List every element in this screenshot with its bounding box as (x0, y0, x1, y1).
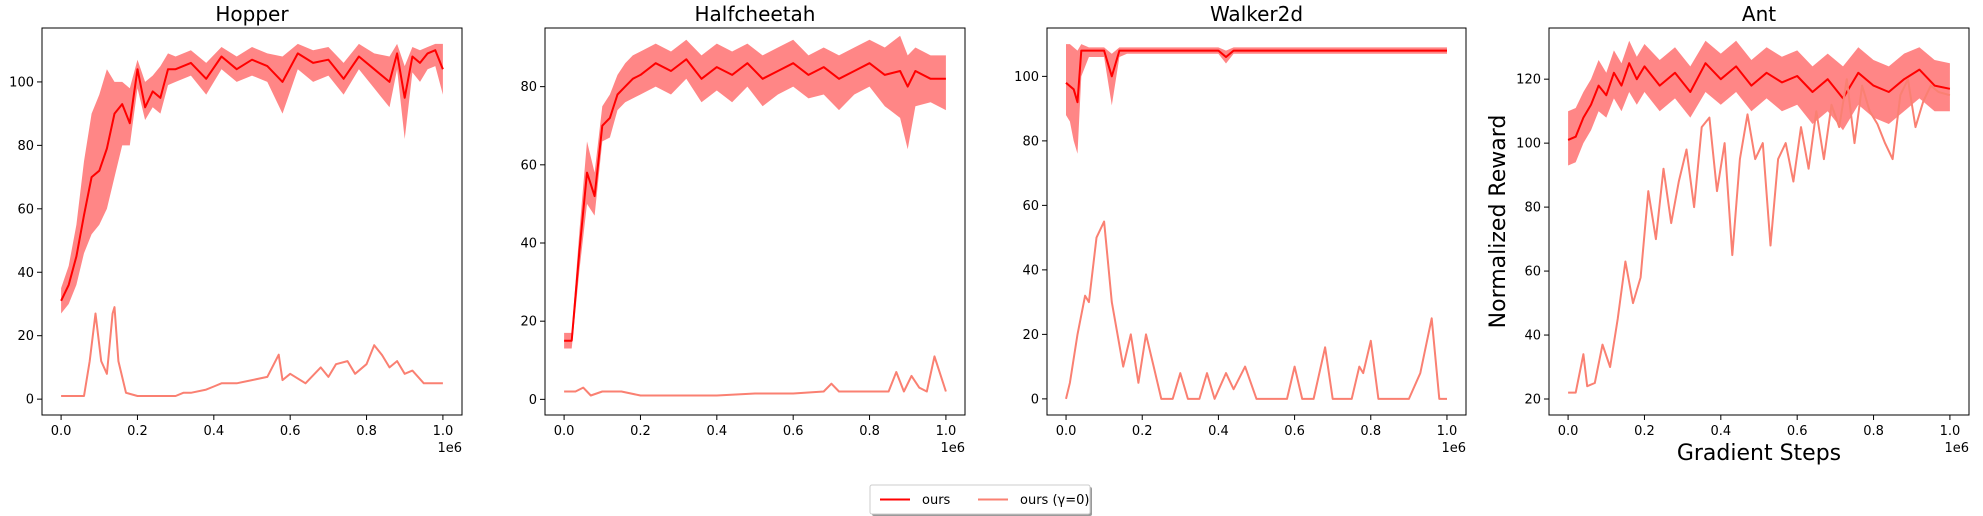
x-tick-label: 1.0 (1437, 424, 1458, 439)
axes-frame (1046, 27, 1467, 416)
y-tick-label: 20 (520, 315, 537, 330)
y-tick-label: 60 (17, 202, 34, 217)
x-offset-label: 1e6 (1944, 441, 1969, 456)
subplots: 0.0 0.2 0.4 0.6 0.8 1.00204060801001e6Hopper0… (9, 2, 1970, 466)
legend-label: ours (922, 493, 951, 508)
legend: ours ours (γ=0) (869, 484, 1092, 516)
y-tick-label: 0 (1031, 392, 1039, 407)
y-tick-label: 0 (529, 393, 537, 408)
series-line-ours (60, 49, 444, 302)
y-tick-label: 60 (1022, 199, 1039, 214)
x-tick-label: 0.8 (1863, 424, 1884, 439)
confidence-band-ours (564, 35, 946, 349)
axes-frame (41, 27, 463, 416)
y-tick-label: 80 (17, 139, 34, 154)
y-tick-label: 60 (1524, 265, 1541, 280)
x-tick-label: 0.2 (1132, 424, 1153, 439)
series-line-ours-0 (1568, 78, 1951, 394)
y-tick-label: 40 (520, 237, 537, 252)
x-tick-label: 0.4 (1208, 424, 1229, 439)
y-tick-label: 80 (1524, 201, 1541, 216)
subplot-title: Hopper (215, 2, 289, 26)
y-tick-label: 60 (520, 158, 537, 173)
subplot-title: Ant (1742, 2, 1776, 26)
series-line-ours (564, 58, 946, 342)
y-tick-label: 100 (1014, 70, 1039, 85)
x-tick-label: 0.4 (706, 424, 727, 439)
y-tick-label: 20 (1022, 328, 1039, 343)
plot-area (60, 43, 444, 397)
x-offset-label: 1e6 (437, 441, 462, 456)
x-offset-label: 1e6 (1441, 441, 1466, 456)
subplot-title: Halfcheetah (695, 2, 816, 26)
x-offset-label: 1e6 (940, 441, 965, 456)
x-tick-label: 0.8 (859, 424, 880, 439)
y-axis-label: Normalized Reward (1486, 115, 1511, 329)
subplot-halfcheetah: 0.0 0.2 0.4 0.6 0.8 1.0 0 20 40 60 80 1e6 Halfcheeta… (520, 2, 966, 456)
y-tick-label: 80 (1022, 134, 1039, 149)
x-tick-label: 0.6 (1284, 424, 1305, 439)
y-tick-label: 40 (1022, 263, 1039, 278)
x-tick-label: 0.0 (51, 424, 72, 439)
x-tick-label: 0.4 (1710, 424, 1731, 439)
y-tick-label: 20 (1524, 393, 1541, 408)
subplot-ant: 0.0 0.2 0.4 0.6 0.8 1.0 20 40 60 80 100 120 1e6 Ant Gr… (1486, 2, 1970, 466)
x-tick-label: 1.0 (936, 424, 957, 439)
y-tick-label: 80 (520, 80, 537, 95)
axes-frame (544, 27, 966, 416)
x-tick-label: 0.0 (554, 424, 575, 439)
x-tick-label: 0.6 (783, 424, 804, 439)
y-tick-label: 100 (1516, 137, 1541, 152)
y-tick-label: 120 (1516, 73, 1541, 88)
legend-entry-ours-gamma-0: ours (γ=0) (978, 493, 1089, 508)
plot-area (1567, 40, 1951, 394)
series-line-ours-0 (564, 355, 947, 397)
confidence-band-ours (1066, 44, 1447, 154)
y-tick-label: 40 (1524, 329, 1541, 344)
legend-entry-ours: ours (880, 493, 951, 508)
x-axis-label: Gradient Steps (1677, 441, 1841, 466)
plot-area (564, 35, 947, 397)
y-tick-label: 100 (9, 75, 34, 90)
x-tick-label: 0.8 (1360, 424, 1381, 439)
x-tick-label: 0.6 (1787, 424, 1808, 439)
x-tick-label: 0.2 (630, 424, 651, 439)
series-line-ours-0 (1065, 220, 1447, 400)
subplot-hopper: 0.0 0.2 0.4 0.6 0.8 1.0 0 20 40 60 80 100 1e6 Hopper (9, 2, 463, 456)
plot-area (1065, 44, 1447, 400)
x-tick-label: 0.0 (1558, 424, 1579, 439)
confidence-band-ours (61, 43, 443, 314)
x-tick-label: 0.2 (1634, 424, 1655, 439)
y-tick-label: 20 (17, 329, 34, 344)
y-tick-label: 0 (26, 393, 34, 408)
x-tick-label: 0.8 (356, 424, 377, 439)
subplot-walker2d: 0.0 0.2 0.4 0.6 0.8 1.0 0 20 40 60 80 100 1e6 Walker2… (1014, 2, 1467, 456)
confidence-band-ours (1568, 40, 1950, 166)
series-line-ours (1065, 49, 1447, 104)
x-tick-label: 0.4 (203, 424, 224, 439)
x-tick-label: 1.0 (433, 424, 454, 439)
y-tick-label: 40 (17, 266, 34, 281)
x-tick-label: 0.2 (127, 424, 148, 439)
subplot-title: Walker2d (1210, 2, 1303, 26)
axes-frame (1548, 27, 1970, 416)
x-tick-label: 0.0 (1056, 424, 1077, 439)
x-tick-label: 1.0 (1940, 424, 1961, 439)
x-tick-label: 0.6 (280, 424, 301, 439)
legend-label: ours (γ=0) (1020, 493, 1089, 508)
series-line-ours (1567, 62, 1951, 141)
series-line-ours-0 (61, 306, 443, 397)
